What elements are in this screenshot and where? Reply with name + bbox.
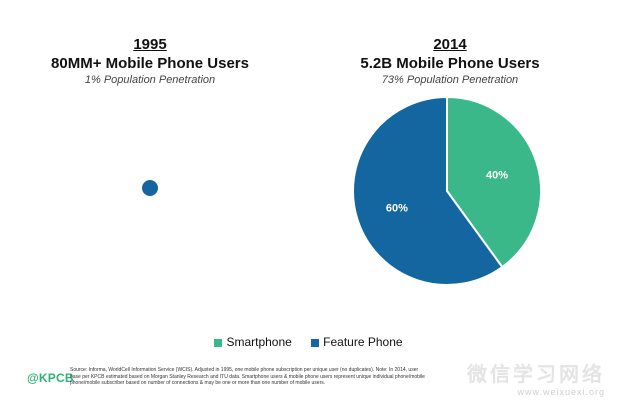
- legend-swatch-smartphone: [214, 338, 223, 347]
- source-notes: Source: Informa, WorldCell Information S…: [70, 367, 425, 387]
- kpcb-logo: @KPCB: [27, 371, 74, 385]
- watermark-url: www.weixuexi.org: [517, 387, 605, 397]
- chart-2014-header: 2014 5.2B Mobile Phone Users 73% Populat…: [320, 36, 580, 88]
- chart-2014-title: 2014: [433, 36, 467, 53]
- chart-1995-title: 1995: [133, 36, 167, 53]
- pie-2014-slice-smartphone-label: 40%: [486, 170, 508, 182]
- chart-1995-subtitle: 80MM+ Mobile Phone Users: [51, 55, 249, 72]
- pie-2014-slice-feature-phone: [352, 95, 504, 286]
- pie-1995-slice-feature-phone: [142, 180, 158, 196]
- legend: Smartphone Feature Phone: [0, 334, 617, 349]
- legend-label-smartphone: Smartphone: [226, 334, 292, 349]
- legend-label-feature-phone: Feature Phone: [323, 334, 403, 349]
- legend-item-feature-phone: Feature Phone: [311, 334, 403, 349]
- chart-2014-caption: 73% Population Penetration: [381, 74, 519, 86]
- pie-2014-slice-smartphone: [446, 95, 542, 269]
- watermark: 微信学习网络 www.weixuexi.org: [415, 364, 605, 402]
- chart-1995-caption: 1% Population Penetration: [84, 74, 216, 86]
- chart-2014-subtitle: 5.2B Mobile Phone Users: [360, 55, 540, 72]
- chart-1995-header: 1995 80MM+ Mobile Phone Users 1% Populat…: [20, 36, 280, 88]
- legend-swatch-feature-phone: [311, 338, 320, 347]
- legend-item-smartphone: Smartphone: [214, 334, 292, 349]
- pie-2014-slice-feature-phone-label: 60%: [386, 202, 408, 214]
- watermark-text: 微信学习网络: [467, 364, 605, 386]
